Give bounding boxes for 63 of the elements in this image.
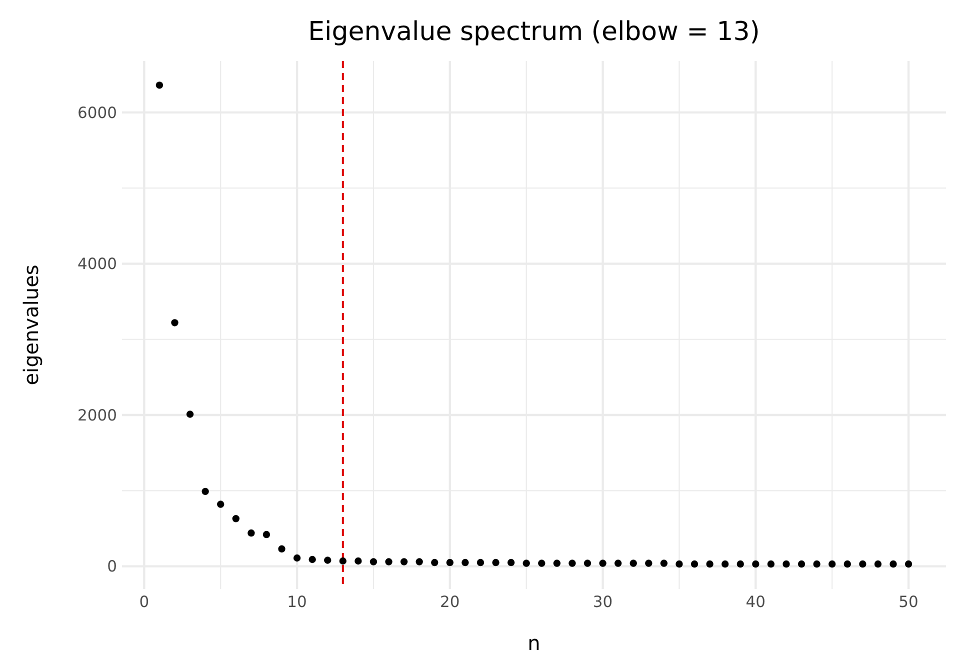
point — [462, 558, 469, 566]
point — [645, 560, 652, 567]
point — [706, 560, 714, 568]
chart-title: Eigenvalue spectrum (elbow = 13) — [308, 17, 760, 47]
point — [339, 557, 347, 565]
point — [782, 560, 790, 568]
point — [736, 560, 744, 568]
point — [492, 558, 500, 566]
point — [798, 560, 806, 568]
point — [202, 488, 209, 496]
point — [904, 560, 912, 568]
y-tick-label: 6000 — [78, 104, 117, 122]
point — [171, 319, 178, 326]
point — [507, 558, 515, 566]
point — [293, 554, 301, 562]
y-tick-label: 0 — [107, 558, 117, 576]
point — [308, 556, 316, 564]
point — [400, 558, 408, 566]
x-tick-label: 40 — [746, 593, 766, 611]
y-tick-label: 2000 — [78, 406, 117, 424]
point — [660, 560, 668, 567]
y-tick-label: 4000 — [78, 255, 117, 274]
point — [538, 560, 546, 567]
point — [553, 560, 561, 567]
point — [844, 560, 851, 568]
point — [721, 560, 729, 568]
point — [324, 556, 332, 564]
point — [416, 558, 423, 566]
point — [584, 560, 592, 567]
x-tick-label: 10 — [287, 593, 307, 611]
point — [370, 558, 378, 566]
point — [431, 558, 438, 566]
x-tick-label: 30 — [592, 593, 613, 611]
point — [630, 560, 637, 567]
x-axis-title: n — [528, 631, 540, 655]
point — [752, 560, 760, 568]
x-tick-label: 50 — [898, 593, 918, 611]
point — [690, 560, 698, 568]
point — [278, 545, 286, 553]
point — [248, 529, 255, 537]
point — [813, 560, 820, 568]
point — [568, 560, 576, 567]
point — [385, 558, 392, 566]
point — [676, 560, 683, 568]
point — [262, 530, 270, 538]
point — [476, 558, 484, 566]
point — [217, 500, 224, 508]
point — [354, 557, 362, 565]
point — [828, 560, 836, 568]
point — [890, 560, 897, 568]
point — [767, 560, 775, 568]
point — [522, 560, 530, 567]
point — [599, 560, 606, 567]
point — [874, 560, 882, 568]
x-tick-label: 20 — [440, 593, 460, 611]
point — [156, 82, 164, 89]
point — [186, 410, 194, 418]
point — [614, 560, 622, 567]
y-axis-title: eigenvalues — [19, 264, 43, 386]
point — [232, 515, 240, 522]
x-tick-label: 0 — [139, 593, 150, 611]
point — [859, 560, 866, 568]
point — [446, 558, 454, 566]
